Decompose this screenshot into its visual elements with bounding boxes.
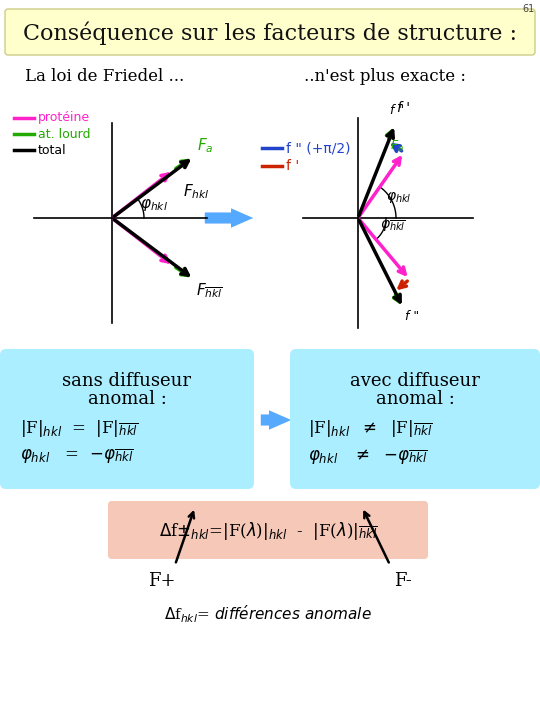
Text: $F_a$: $F_a$ bbox=[389, 139, 403, 154]
Text: 61: 61 bbox=[523, 4, 535, 14]
Text: $\Delta$f$_{hkl}$= $\it{diff\acute{e}rences\ anomale}$: $\Delta$f$_{hkl}$= $\it{diff\acute{e}ren… bbox=[164, 603, 372, 625]
Text: $\Delta$f$\pm_{hkl}$=|F($\lambda$)|$_{hkl}$  -  |F($\lambda$)|$_{\overline{hkl}}: $\Delta$f$\pm_{hkl}$=|F($\lambda$)|$_{hk… bbox=[159, 520, 377, 542]
Text: $F_a$: $F_a$ bbox=[197, 136, 213, 155]
Text: anomal :: anomal : bbox=[375, 390, 455, 408]
Text: anomal :: anomal : bbox=[87, 390, 166, 408]
Text: F-: F- bbox=[394, 572, 412, 590]
Text: ..n'est plus exacte :: ..n'est plus exacte : bbox=[304, 68, 466, 85]
Text: avec diffuseur: avec diffuseur bbox=[350, 372, 480, 390]
Text: |F|$_{hkl}$  =  |F|$_{\overline{hkl}}$: |F|$_{hkl}$ = |F|$_{\overline{hkl}}$ bbox=[20, 418, 138, 439]
FancyBboxPatch shape bbox=[0, 349, 254, 489]
Text: f " (+π/2): f " (+π/2) bbox=[286, 141, 350, 155]
Text: |F|$_{hkl}$  $\neq$  |F|$_{\overline{hkl}}$: |F|$_{hkl}$ $\neq$ |F|$_{\overline{hkl}}… bbox=[308, 418, 433, 439]
Text: at. lourd: at. lourd bbox=[38, 127, 91, 140]
Text: protéine: protéine bbox=[38, 112, 90, 125]
Text: total: total bbox=[38, 143, 66, 156]
Text: f ': f ' bbox=[397, 101, 410, 114]
Text: f ": f " bbox=[390, 104, 404, 117]
Text: $\varphi_{hkl}$: $\varphi_{hkl}$ bbox=[386, 190, 411, 205]
Text: $F_{\overline{hkl}}$: $F_{\overline{hkl}}$ bbox=[195, 281, 222, 300]
Text: $\varphi_{hkl}$   =  $-\varphi_{\overline{hkl}}$: $\varphi_{hkl}$ = $-\varphi_{\overline{h… bbox=[20, 447, 133, 465]
Text: f ': f ' bbox=[286, 159, 299, 173]
FancyArrowPatch shape bbox=[205, 208, 253, 228]
Text: La loi de Friedel ...: La loi de Friedel ... bbox=[25, 68, 185, 85]
Text: $F_{hkl}$: $F_{hkl}$ bbox=[184, 182, 210, 201]
Text: $\varphi_{hkl}$   $\neq$  $-\varphi_{\overline{hkl}}$: $\varphi_{hkl}$ $\neq$ $-\varphi_{\overl… bbox=[308, 447, 428, 466]
Text: F+: F+ bbox=[148, 572, 176, 590]
Text: Conséquence sur les facteurs de structure :: Conséquence sur les facteurs de structur… bbox=[23, 22, 517, 45]
FancyArrowPatch shape bbox=[261, 410, 291, 430]
FancyBboxPatch shape bbox=[290, 349, 540, 489]
Text: f ": f " bbox=[405, 310, 419, 323]
FancyBboxPatch shape bbox=[5, 9, 535, 55]
FancyBboxPatch shape bbox=[108, 501, 428, 559]
Text: $\varphi_{\overline{hkl}}$: $\varphi_{\overline{hkl}}$ bbox=[380, 218, 406, 233]
Text: $\varphi_{hkl}$: $\varphi_{hkl}$ bbox=[140, 197, 168, 213]
Text: sans diffuseur: sans diffuseur bbox=[63, 372, 192, 390]
